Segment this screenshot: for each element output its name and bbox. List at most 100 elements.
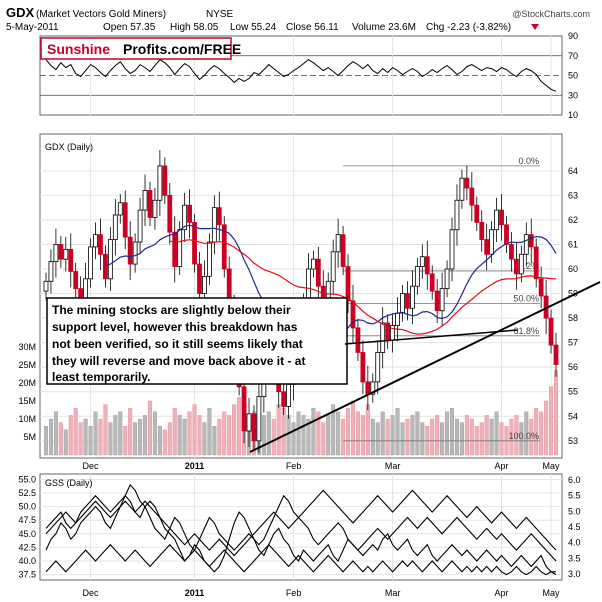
candle-body <box>246 413 252 432</box>
candle-body <box>335 234 341 253</box>
price-x-tick: Dec <box>83 461 100 471</box>
candle-body <box>419 256 425 267</box>
candle-body <box>454 199 460 231</box>
candle-body <box>553 344 559 365</box>
volume-bar <box>529 418 534 456</box>
volume-bar <box>306 418 311 456</box>
candle-body <box>533 246 539 280</box>
candle-body <box>499 209 504 226</box>
volume-bar <box>430 418 435 456</box>
volume-bar <box>291 422 296 456</box>
gss-right-tick: 5.0 <box>568 506 581 516</box>
volume-axis-tick: 20M <box>18 378 36 388</box>
volume-bar <box>544 400 549 456</box>
candle-body <box>484 239 490 255</box>
volume-bar <box>93 411 98 456</box>
fib-level-label: 0.0% <box>518 156 539 166</box>
volume-bar <box>182 418 187 456</box>
volume-bar <box>261 415 266 456</box>
volume-bar <box>276 404 281 456</box>
volume-bar <box>172 408 177 456</box>
volume-bar <box>326 415 331 456</box>
candle-body <box>93 234 98 248</box>
candle-body <box>206 241 212 277</box>
gss-right-tick: 5.5 <box>568 491 581 501</box>
candle-body <box>315 258 321 287</box>
price-panel-frame <box>39 133 563 459</box>
price-axis-tick: 62 <box>568 215 578 225</box>
date-label: 5-May-2011 <box>6 22 59 33</box>
volume-bar <box>489 418 494 456</box>
volume-axis-tick: 30M <box>18 342 36 352</box>
candle-body <box>147 190 153 218</box>
volume-bar <box>410 415 415 456</box>
candle-body <box>88 246 93 280</box>
volume-bar <box>217 418 222 456</box>
volume-bar <box>296 411 301 456</box>
candle-body <box>142 190 148 211</box>
gss-panel-title: GSS (Daily) <box>45 478 93 488</box>
volume-bar <box>44 426 49 456</box>
volume-bar <box>152 411 157 456</box>
volume-bar <box>336 411 341 456</box>
symbol-label: GDX <box>6 5 35 20</box>
price-axis-tick: 61 <box>568 239 578 249</box>
candle-body <box>68 248 74 272</box>
candle-body <box>380 322 386 353</box>
candle-body <box>375 352 381 383</box>
gss-right-tick: 3.0 <box>568 569 581 579</box>
volume-bar <box>237 397 242 456</box>
exchange-label: NYSE <box>206 9 234 20</box>
price-axis-tick: 58 <box>568 313 578 323</box>
volume-bar <box>123 426 128 456</box>
candle-body <box>281 391 287 407</box>
price-axis-tick: 56 <box>568 362 578 372</box>
down-arrow-icon <box>531 24 539 30</box>
candle-body <box>137 209 143 243</box>
volume-bar <box>519 422 524 456</box>
gss-panel-frame <box>39 473 563 581</box>
candle-body <box>414 266 420 287</box>
price-axis-tick: 59 <box>568 289 578 299</box>
gss-line <box>45 489 557 557</box>
candle-body <box>494 209 499 231</box>
volume-bar <box>400 422 405 456</box>
high-label: High 58.05 <box>170 22 219 33</box>
volume-bar <box>445 411 450 456</box>
volume-bar <box>88 426 93 456</box>
price-x-tick: 2011 <box>185 461 205 471</box>
volume-bar <box>350 400 355 456</box>
rising-trend-line <box>249 281 601 453</box>
candle-body <box>162 165 168 196</box>
candle-body <box>449 229 455 270</box>
candle-body <box>509 244 514 260</box>
gss-x-tick: Dec <box>83 588 100 598</box>
rsi-axis-tick: 30 <box>568 90 578 100</box>
volume-bar <box>514 415 519 456</box>
credit-label: @StockCharts.com <box>512 9 590 19</box>
volume-bar <box>360 415 365 456</box>
candle-body <box>464 177 470 189</box>
candle-body <box>459 177 465 201</box>
candle-body <box>528 234 534 248</box>
candle-body <box>400 293 405 314</box>
volume-bar <box>212 426 217 456</box>
price-axis-tick: 60 <box>568 264 578 274</box>
candle-body <box>489 229 495 255</box>
gss-line <box>45 483 557 562</box>
volume-bar <box>301 415 306 456</box>
volume-bar <box>415 411 420 456</box>
candle-body <box>474 204 480 223</box>
candle-body <box>132 241 138 265</box>
volume-bar <box>311 408 316 456</box>
security-name: (Market Vectors Gold Miners) <box>36 9 166 20</box>
price-axis-tick: 63 <box>568 190 578 200</box>
volume-bar <box>162 429 167 456</box>
volume-bar <box>118 411 123 456</box>
volume-bar <box>98 418 103 456</box>
candle-body <box>434 290 440 312</box>
volume-bar <box>509 418 514 456</box>
candle-body <box>107 239 113 280</box>
volume-bar <box>187 411 192 456</box>
candle-body <box>122 202 128 238</box>
